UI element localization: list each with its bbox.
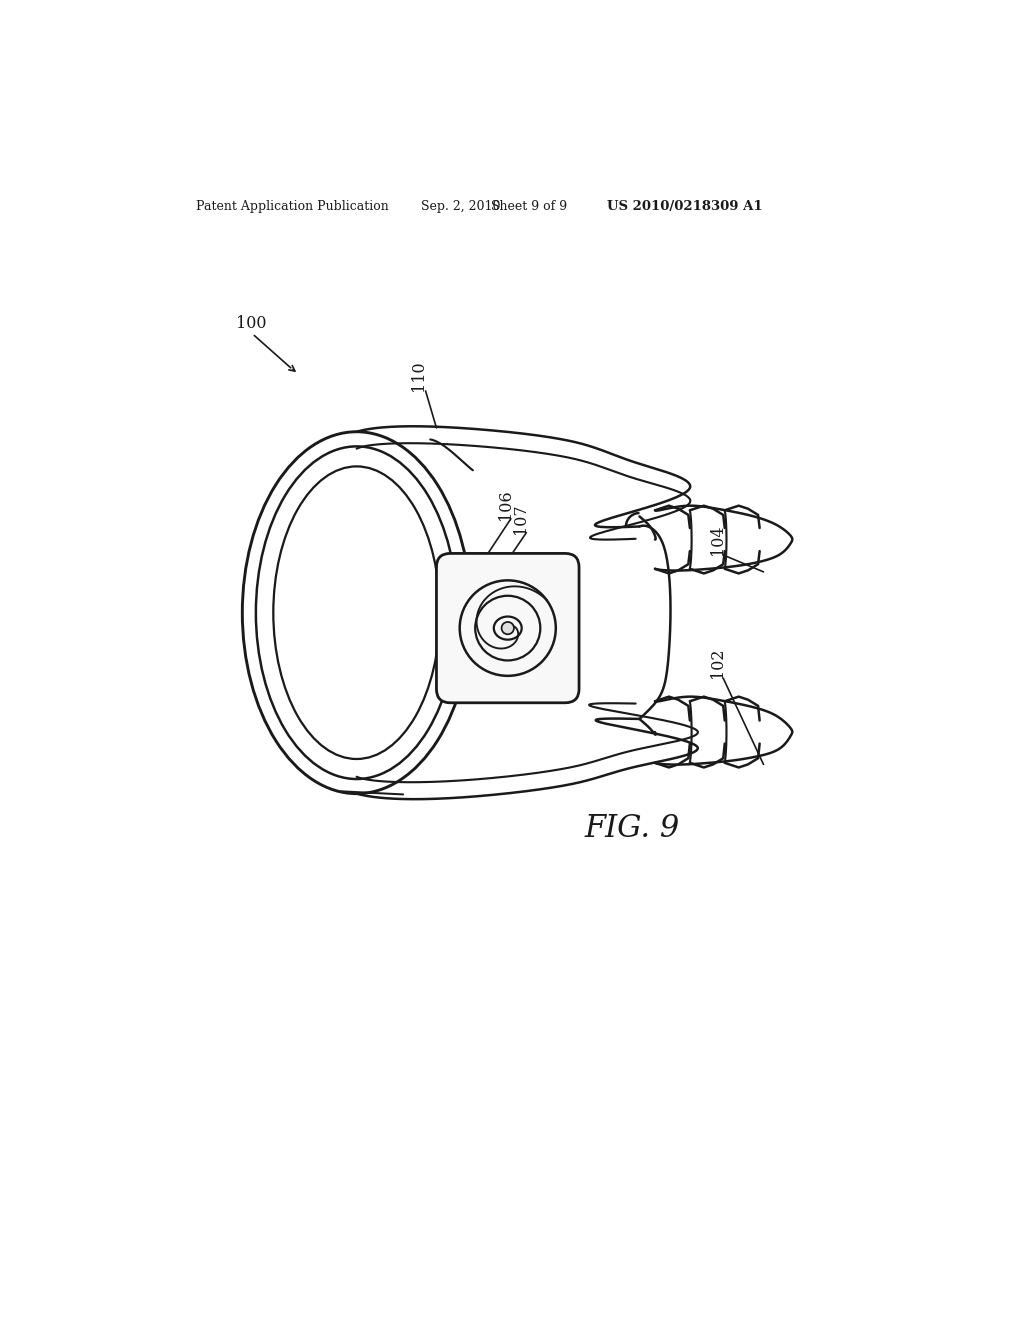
Text: FIG. 9: FIG. 9 xyxy=(584,813,679,843)
Text: 104: 104 xyxy=(709,524,725,554)
Text: US 2010/0218309 A1: US 2010/0218309 A1 xyxy=(607,199,763,213)
Text: Sheet 9 of 9: Sheet 9 of 9 xyxy=(490,199,567,213)
FancyBboxPatch shape xyxy=(436,553,579,702)
Text: 110: 110 xyxy=(411,360,427,391)
Text: Patent Application Publication: Patent Application Publication xyxy=(197,199,389,213)
Text: 100: 100 xyxy=(237,315,267,333)
Text: Sep. 2, 2010: Sep. 2, 2010 xyxy=(421,199,501,213)
Text: 106: 106 xyxy=(497,490,514,520)
Circle shape xyxy=(502,622,514,635)
Text: 107: 107 xyxy=(512,503,529,535)
Text: 102: 102 xyxy=(709,648,725,678)
